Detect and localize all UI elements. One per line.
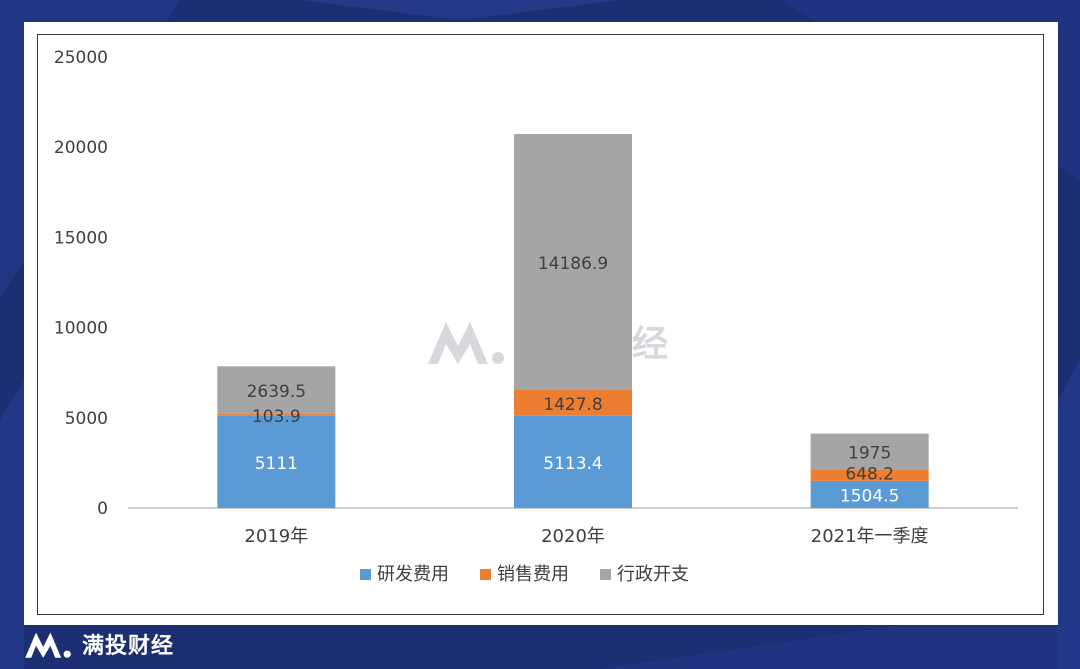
bar-segment [514,389,632,416]
data-label: 1427.8 [543,395,602,415]
data-label: 1975 [848,443,891,463]
bar-segment [217,413,336,416]
legend-label: 行政开支 [617,564,689,585]
data-label: 103.9 [252,407,301,427]
x-tick-label: 2021年一季度 [811,526,929,547]
bar-segment [514,134,632,390]
footer-brand: 满投财经 [22,628,174,660]
data-label: 14186.9 [538,254,608,274]
data-label: 1504.5 [840,486,899,506]
y-tick-label: 25000 [54,48,108,68]
data-label: 5111 [255,454,298,474]
legend-label: 销售费用 [497,564,569,585]
y-tick-label: 0 [97,499,108,519]
y-tick-label: 5000 [65,409,108,429]
y-tick-label: 10000 [54,319,108,339]
data-label: 648.2 [845,464,894,484]
legend-swatch [360,569,371,580]
chart-panel: 满投财经 05000100001500020000250005111103.92… [24,22,1058,625]
brand-logo-icon [428,322,504,364]
brand-logo-icon [25,632,71,658]
data-label: 2639.5 [247,382,306,402]
y-tick-label: 20000 [54,138,108,158]
bar-segment [810,469,929,481]
legend-swatch [600,569,611,580]
bar-segment [810,480,929,508]
brand-name: 满投财经 [82,634,175,659]
legend-label: 研发费用 [377,564,449,585]
bar-segment [217,366,336,414]
stacked-bar-chart: 0 5000 10000 15000 20000 25000 5111 103.9 2639.5… [54,48,1018,585]
y-tick-label: 15000 [54,228,108,248]
chart-frame: 满投财经 05000100001500020000250005111103.92… [37,34,1044,615]
bar-segment [514,415,632,508]
legend-swatch [480,569,491,580]
bar-segment [810,433,929,470]
x-tick-label: 2020年 [541,526,605,547]
bar-segment [217,415,336,508]
x-tick-label: 2019年 [244,526,308,547]
data-label: 5113.4 [543,454,602,474]
